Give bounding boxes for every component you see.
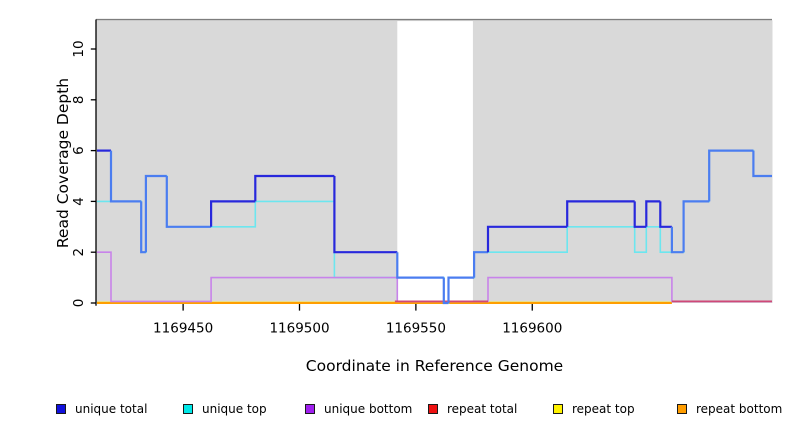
series-unique-total <box>396 252 444 279</box>
series-unique-total <box>109 150 142 203</box>
series-unique-total <box>447 276 475 303</box>
series-unique-total <box>645 200 661 227</box>
series-unique-total <box>473 251 488 278</box>
x-tick-label: 1169550 <box>386 321 446 337</box>
series-unique-total <box>659 201 672 228</box>
series-unique-bottom <box>97 251 772 303</box>
series-unique-total <box>333 176 398 254</box>
series-unique-total <box>708 149 754 202</box>
series-unique-total <box>165 176 212 228</box>
x-tick-label: 1169500 <box>269 321 329 337</box>
series-unique-total <box>633 201 647 228</box>
y-tick-label: 6 <box>71 146 87 155</box>
series-unique-total <box>210 200 256 227</box>
series-unique-total <box>254 174 335 202</box>
y-tick-label: 8 <box>71 96 87 105</box>
series-unique-total <box>442 277 449 305</box>
series-unique-total <box>682 200 710 253</box>
series-unique-total <box>144 174 167 253</box>
y-tick-label: 2 <box>71 248 87 257</box>
y-tick-label: 4 <box>71 197 87 206</box>
series-unique-total <box>140 201 146 254</box>
series-unique-total <box>752 150 772 178</box>
uncovered-region <box>397 21 473 303</box>
x-tick-label: 1169450 <box>153 321 213 337</box>
series-unique-total <box>486 225 568 253</box>
x-tick-label: 1169600 <box>502 321 562 337</box>
series-unique-total <box>670 226 684 254</box>
y-tick-label: 10 <box>71 40 87 57</box>
x-axis-label: Coordinate in Reference Genome <box>305 357 564 375</box>
y-axis-label: Read Coverage Depth <box>54 77 72 249</box>
y-tick-label: 0 <box>71 299 87 308</box>
series-unique-total <box>566 200 635 227</box>
